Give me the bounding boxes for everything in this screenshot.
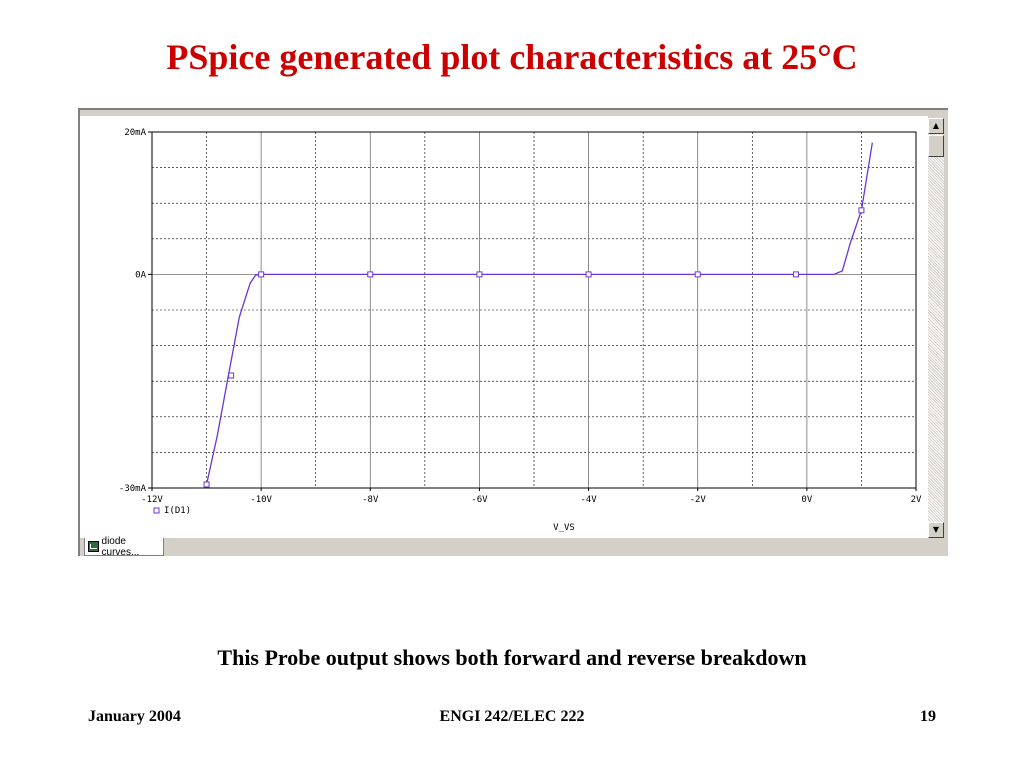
x-tick-label: -12V xyxy=(141,495,163,505)
legend-marker xyxy=(153,507,160,514)
scroll-down-icon[interactable]: ▼ xyxy=(928,522,944,538)
series-line-I(D1) xyxy=(205,142,873,485)
footer-page-number: 19 xyxy=(920,708,936,725)
data-point-marker xyxy=(367,271,374,278)
x-tick-label: 0V xyxy=(801,495,812,505)
tab-diode-curves[interactable]: diode curves... xyxy=(84,535,164,558)
x-tick-label: -4V xyxy=(580,495,597,505)
data-point-marker xyxy=(203,481,210,488)
y-tick-label: 20mA xyxy=(124,128,146,138)
scroll-thumb[interactable] xyxy=(928,135,944,157)
x-tick-label: -10V xyxy=(250,495,272,505)
data-point-marker xyxy=(476,271,483,278)
footer-date: January 2004 xyxy=(88,708,181,725)
data-point-marker xyxy=(858,207,865,214)
plot-frame xyxy=(151,131,917,489)
y-tick-label: -30mA xyxy=(119,484,147,494)
diode-iv-plot: -12V -10V -8V -6V -4V -2V 0V 2V -30mA 0A 20mA V_VS I… xyxy=(119,128,922,533)
x-tick-label: -8V xyxy=(362,495,379,505)
data-point-marker xyxy=(792,271,799,278)
window-tab-bar: diode curves... xyxy=(80,535,946,558)
vertical-scrollbar[interactable]: ▲ ▼ xyxy=(928,118,944,538)
slide-caption: This Probe output shows both forward and… xyxy=(217,645,807,670)
legend-label: I(D1) xyxy=(164,506,191,516)
data-point-marker xyxy=(694,271,701,278)
plot-area: -12V -10V -8V -6V -4V -2V 0V 2V -30mA 0A 20mA V_VS I… xyxy=(80,116,928,538)
scroll-up-icon[interactable]: ▲ xyxy=(928,118,944,134)
data-point-marker xyxy=(258,271,265,278)
footer-course: ENGI 242/ELEC 222 xyxy=(439,708,585,725)
x-tick-label: -6V xyxy=(471,495,488,505)
y-tick-label: 0A xyxy=(135,270,146,280)
x-tick-label: -2V xyxy=(690,495,707,505)
data-point-marker xyxy=(228,372,235,379)
probe-window: -12V -10V -8V -6V -4V -2V 0V 2V -30mA 0A 20mA V_VS I… xyxy=(78,108,948,558)
data-point-marker xyxy=(585,271,592,278)
x-axis-label: V_VS xyxy=(553,523,575,533)
x-tick-label: 2V xyxy=(911,495,922,505)
slide-title: PSpice generated plot characteristics at… xyxy=(166,37,858,77)
tab-label: diode curves... xyxy=(101,535,140,558)
plot-window-icon xyxy=(88,541,99,552)
